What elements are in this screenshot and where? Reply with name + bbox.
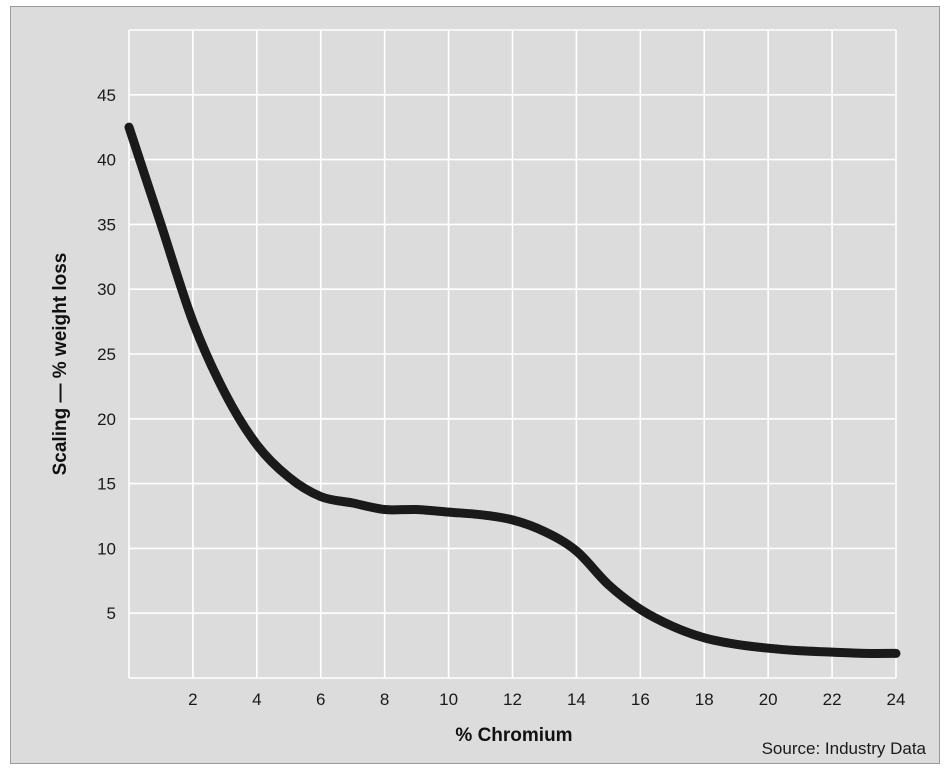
- x-tick-label: 12: [503, 690, 522, 709]
- y-tick-label: 45: [97, 86, 116, 105]
- x-tick-label: 24: [887, 690, 906, 709]
- chart-frame: 2 4 6 8 10 12 14 16 18 20 22 24 5 10 15 20 25 30 35 40 45 Sc…: [10, 6, 940, 764]
- y-axis-label: Scaling — % weight loss: [50, 253, 71, 476]
- y-tick-label: 25: [97, 345, 116, 364]
- y-tick-label: 35: [97, 215, 116, 234]
- y-tick-label: 30: [97, 280, 116, 299]
- y-tick-label: 40: [97, 151, 116, 170]
- y-tick-label: 5: [107, 604, 116, 623]
- y-tick-label: 10: [97, 539, 116, 558]
- x-tick-label: 14: [567, 690, 586, 709]
- y-tick-label: 20: [97, 410, 116, 429]
- x-tick-label: 20: [759, 690, 778, 709]
- x-tick-label: 8: [380, 690, 389, 709]
- x-tick-label: 22: [823, 690, 842, 709]
- x-tick-label: 2: [188, 690, 197, 709]
- grid: [128, 29, 897, 679]
- series-line: [124, 122, 901, 658]
- x-tick-label: 10: [439, 690, 458, 709]
- x-tick-label: 6: [316, 690, 325, 709]
- x-axis-label: % Chromium: [455, 725, 572, 746]
- x-tick-label: 4: [252, 690, 261, 709]
- y-tick-label: 15: [97, 475, 116, 494]
- source-note: Source: Industry Data: [762, 739, 927, 758]
- x-tick-label: 16: [631, 690, 650, 709]
- x-tick-label: 18: [695, 690, 714, 709]
